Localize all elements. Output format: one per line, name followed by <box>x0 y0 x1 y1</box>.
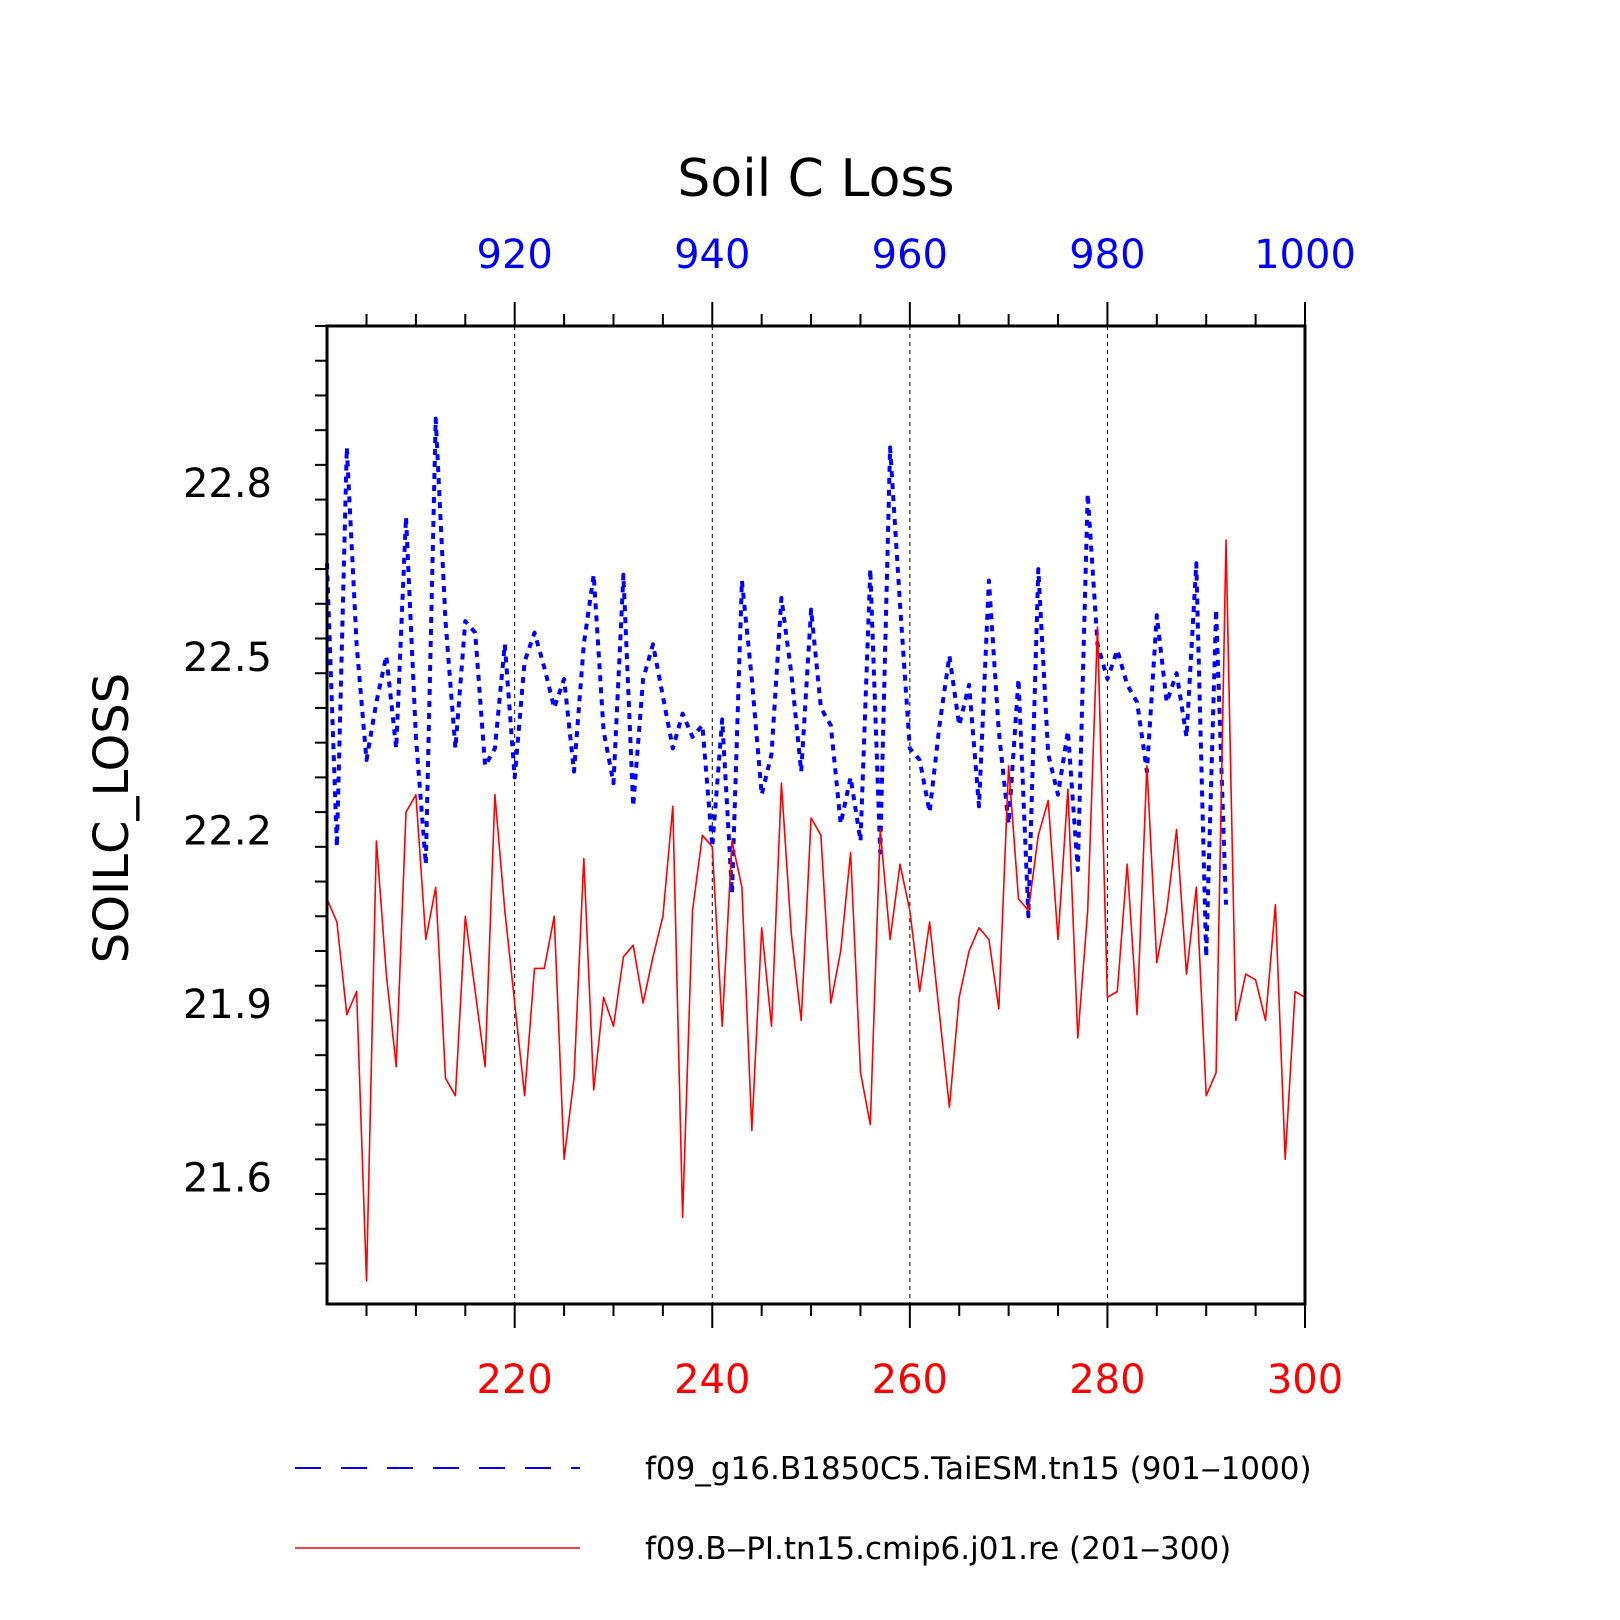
top-tick-label: 920 <box>477 232 553 278</box>
bottom-tick-label: 240 <box>674 1357 750 1403</box>
bottom-tick-label: 220 <box>477 1357 553 1403</box>
y-tick-label: 22.5 <box>183 635 272 681</box>
bottom-tick-label: 260 <box>872 1357 948 1403</box>
top-tick-label: 960 <box>872 232 948 278</box>
vertical-gridlines <box>514 326 1108 1304</box>
top-tick-label: 940 <box>674 232 750 278</box>
tick-labels: 920 940 960 980 1000 220 240 260 280 300 21.6 21.9 2… <box>183 232 1356 1403</box>
legend-label-1: f09.B‒PI.tn15.cmip6.j01.re (201‒300) <box>645 1531 1231 1567</box>
y-tick-label: 21.6 <box>183 1156 272 1202</box>
series-line-0 <box>325 416 1228 959</box>
y-axis-label: SOILC_LOSS <box>84 673 140 963</box>
series-line-1 <box>326 539 1306 1282</box>
top-tick-label: 980 <box>1069 232 1145 278</box>
chart-title: Soil C Loss <box>677 149 954 209</box>
y-tick-label: 22.8 <box>183 461 272 507</box>
y-tick-label: 21.9 <box>183 982 272 1028</box>
axis-ticks <box>315 302 1306 1328</box>
y-tick-label: 22.2 <box>183 808 272 854</box>
bottom-tick-label: 300 <box>1267 1357 1343 1403</box>
plot-series <box>325 416 1306 1282</box>
top-tick-label: 1000 <box>1254 232 1356 278</box>
plot-frame <box>325 324 1307 1306</box>
bottom-tick-label: 280 <box>1069 1357 1145 1403</box>
legend: f09_g16.B1850C5.TaiESM.tn15 (901‒1000) f0… <box>295 1451 1312 1567</box>
legend-label-0: f09_g16.B1850C5.TaiESM.tn15 (901‒1000) <box>645 1451 1312 1487</box>
